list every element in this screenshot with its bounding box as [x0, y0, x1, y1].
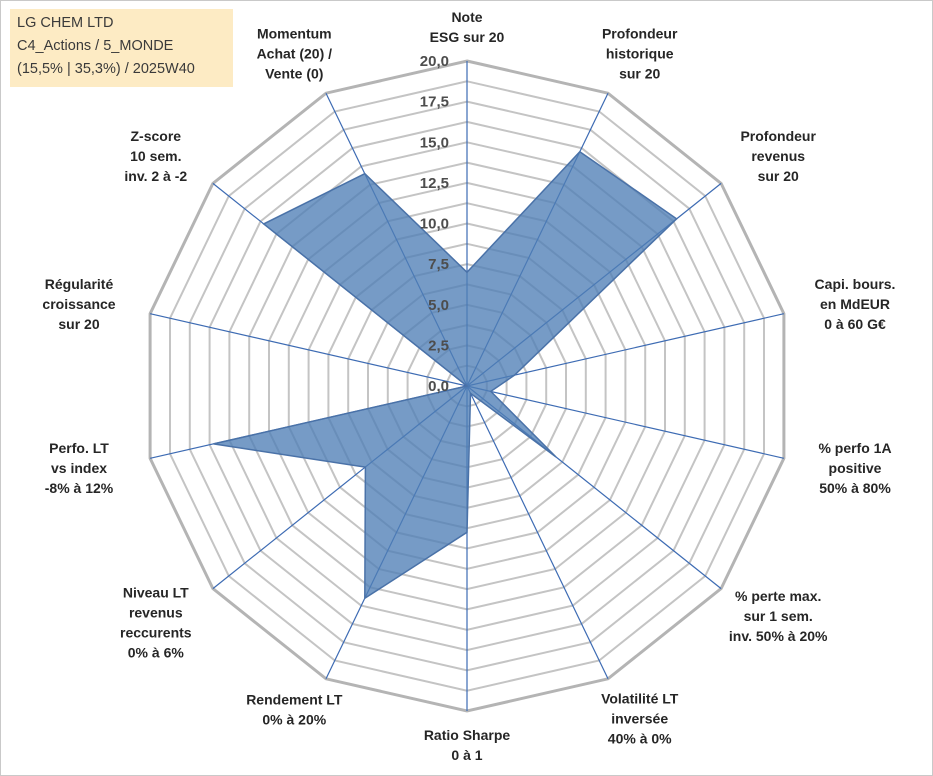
axis-label-line: 0% à 6% — [128, 644, 185, 660]
axis-label-line: Profondeur — [602, 26, 678, 42]
radial-tick-label: 12,5 — [420, 175, 449, 192]
radial-tick-label: 5,0 — [428, 297, 449, 314]
axis-label-line: sur 20 — [758, 168, 799, 184]
radial-tick-label: 10,0 — [420, 216, 449, 233]
axis-label-7: Ratio Sharpe 0 à 1 — [424, 727, 511, 763]
radial-tick-label: 0,0 — [428, 378, 449, 395]
axis-label-4: % perfo 1A positive 50% à 80% — [818, 440, 891, 496]
radial-tick-label: 17,5 — [420, 94, 449, 111]
axis-label-0: Note ESG sur 20 — [430, 9, 505, 45]
axis-label-line: Z-score — [131, 128, 182, 144]
axis-label-line: Ratio Sharpe — [424, 727, 511, 743]
axis-label-line: positive — [829, 460, 882, 476]
axis-label-line: Capi. bours. — [815, 276, 896, 292]
spoke-3 — [466, 313, 785, 387]
axis-label-line: % perfo 1A — [818, 440, 891, 456]
axis-label-line: % perte max. — [735, 588, 821, 604]
axis-label-line: sur 20 — [619, 66, 660, 82]
axis-label-line: -8% à 12% — [45, 480, 114, 496]
axis-label-13: Momentum Achat (20) / Vente (0) — [257, 26, 333, 82]
axis-label-line: Rendement LT — [246, 691, 343, 707]
axis-label-line: 0% à 20% — [262, 711, 326, 727]
axis-label-9: Niveau LT revenus reccurents 0% à 6% — [120, 584, 192, 660]
chart-title-box: LG CHEM LTD C4_Actions / 5_MONDE (15,5% … — [10, 9, 233, 87]
axis-label-line: historique — [606, 46, 674, 62]
axis-label-line: Momentum — [257, 26, 332, 42]
axis-label-line: Vente (0) — [265, 66, 323, 82]
axis-label-1: Profondeur historique sur 20 — [602, 26, 678, 82]
axis-label-line: Niveau LT — [123, 584, 189, 600]
axis-label-line: reccurents — [120, 624, 192, 640]
radial-tick-label: 7,5 — [428, 256, 449, 273]
axis-label-line: Volatilité LT — [601, 691, 679, 707]
axis-label-line: revenus — [751, 148, 805, 164]
axis-label-line: inv. 2 à -2 — [124, 168, 187, 184]
axis-label-line: Profondeur — [740, 128, 816, 144]
portfolio-category: C4_Actions / 5_MONDE — [17, 38, 174, 54]
series-area-0 — [213, 150, 678, 600]
axis-label-line: 40% à 0% — [608, 731, 672, 747]
axis-label-line: 10 sem. — [130, 148, 181, 164]
axis-label-line: revenus — [129, 604, 183, 620]
radial-tick-label: 15,0 — [420, 134, 449, 151]
axis-label-line: sur 1 sem. — [744, 608, 813, 624]
axis-label-line: inversée — [611, 711, 668, 727]
axis-label-2: Profondeur revenus sur 20 — [740, 128, 816, 184]
axis-label-line: vs index — [51, 460, 107, 476]
axis-label-line: Perfo. LT — [49, 440, 109, 456]
spoke-11 — [149, 313, 468, 387]
axis-label-line: ESG sur 20 — [430, 29, 505, 45]
axis-label-line: Achat (20) / — [257, 46, 333, 62]
axis-label-line: 50% à 80% — [819, 480, 891, 496]
axis-label-line: sur 20 — [58, 316, 99, 332]
axis-label-8: Rendement LT 0% à 20% — [246, 691, 343, 727]
period-stats: (15,5% | 35,3%) / 2025W40 — [17, 61, 195, 77]
axis-label-12: Z-score 10 sem. inv. 2 à -2 — [124, 128, 187, 184]
radial-tick-label: 2,5 — [428, 337, 449, 354]
axis-label-line: 0 à 60 G€ — [824, 316, 886, 332]
axis-label-line: Note — [451, 9, 482, 25]
axis-label-11: Régularité croissance sur 20 — [42, 276, 115, 332]
axis-label-10: Perfo. LT vs index -8% à 12% — [45, 440, 114, 496]
spoke-6 — [466, 385, 609, 680]
axis-label-line: croissance — [42, 296, 115, 312]
company-name: LG CHEM LTD — [17, 15, 114, 31]
axis-label-6: Volatilité LT inversée 40% à 0% — [601, 691, 679, 747]
axis-label-line: en MdEUR — [820, 296, 890, 312]
axis-label-line: Régularité — [45, 276, 114, 292]
radial-tick-label: 20,0 — [420, 53, 449, 70]
spoke-4 — [466, 385, 785, 459]
axis-label-3: Capi. bours. en MdEUR 0 à 60 G€ — [815, 276, 896, 332]
axis-label-line: 0 à 1 — [451, 747, 482, 763]
axis-label-line: inv. 50% à 20% — [729, 628, 828, 644]
axis-label-5: % perte max. sur 1 sem. inv. 50% à 20% — [729, 588, 828, 644]
